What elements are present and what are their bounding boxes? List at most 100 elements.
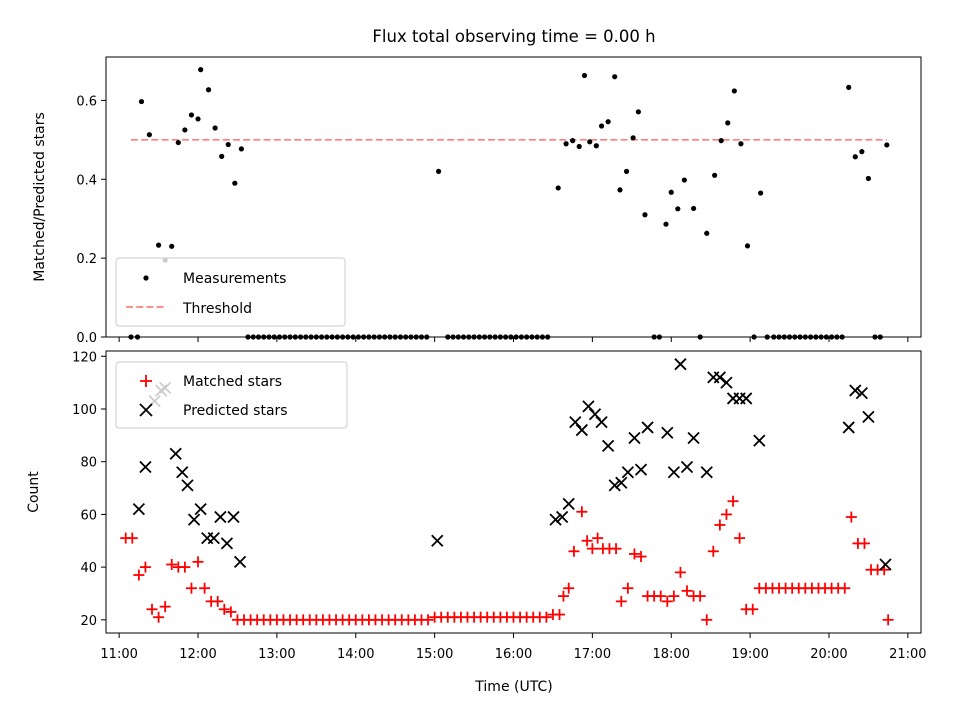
top-legend: Measurements Threshold <box>115 257 346 327</box>
matched-star-marker <box>225 606 237 618</box>
predicted-star-marker-b <box>562 497 575 510</box>
bottom-x-tick-label: 13:00 <box>258 647 295 662</box>
bottom-x-tick-label: 14:00 <box>337 647 374 662</box>
measurement-point <box>852 154 858 160</box>
top-y-tick-label: 0.0 <box>76 331 97 346</box>
measurement-point <box>738 141 744 147</box>
measurement-point <box>212 125 218 131</box>
predicted-star-marker-b <box>862 410 875 424</box>
matched-star-marker <box>139 561 151 573</box>
predicted-star-marker-b <box>753 434 766 447</box>
predicted-star-marker <box>628 431 641 445</box>
matched-star-marker <box>185 582 197 594</box>
predicted-star-marker-b <box>194 502 207 516</box>
matched-star-marker <box>554 609 566 621</box>
predicted-star-marker <box>634 463 648 476</box>
x-axis-label: Time (UTC) <box>474 679 552 695</box>
bottom-x-tick-label: 12:00 <box>179 647 216 662</box>
measurement-point <box>435 168 442 174</box>
bottom-panel: 20 40 60 80 100 120 11:00 12:00 13:00 14:00 15:00… <box>26 350 927 695</box>
bottom-x-tick-label: 11:00 <box>100 647 137 662</box>
measurement-point <box>198 67 204 73</box>
measurement-point <box>642 212 648 218</box>
bottom-y-axis-label: Count <box>26 471 42 513</box>
predicted-star-marker-b <box>720 376 733 389</box>
matched-star-marker <box>557 590 569 602</box>
matched-star-marker <box>153 611 165 623</box>
legend-marker-matched <box>140 375 152 387</box>
bottom-x-tick-label: 16:00 <box>495 647 532 662</box>
matched-star-marker <box>681 585 693 597</box>
predicted-star-marker-b <box>431 534 444 547</box>
measurement-point <box>675 206 681 212</box>
predicted-star-marker <box>431 534 444 547</box>
top-y-tick-label: 0.2 <box>76 252 97 267</box>
matched-star-marker <box>720 508 732 520</box>
bottom-x-tick-label: 19:00 <box>731 647 768 662</box>
predicted-star-marker <box>562 497 575 510</box>
matched-star-marker <box>674 566 686 578</box>
matched-star-marker <box>146 603 158 615</box>
matched-star-marker <box>727 495 739 507</box>
predicted-star-marker-b <box>220 537 234 550</box>
bottom-x-tick-label: 15:00 <box>416 647 453 662</box>
predicted-star-marker <box>713 371 727 384</box>
measurement-point <box>623 168 630 174</box>
predicted-star-marker <box>187 513 201 526</box>
matched-star-marker <box>655 590 667 602</box>
predicted-star-marker <box>169 447 182 460</box>
predicted-star-marker <box>569 416 582 429</box>
measurement-point <box>182 127 188 133</box>
measurement-point <box>195 116 201 122</box>
matched-star-marker <box>212 595 224 607</box>
predicted-star-marker-b <box>233 555 247 568</box>
predicted-star-marker <box>667 466 681 479</box>
matched-star-marker <box>615 595 627 607</box>
measurement-point <box>555 185 561 191</box>
predicted-star-marker-b <box>588 408 602 421</box>
matched-star-marker <box>179 561 191 573</box>
legend-label-measurements: Measurements <box>183 271 286 287</box>
matched-star-marker <box>845 511 857 523</box>
matched-star-marker <box>586 543 598 555</box>
measurement-point <box>744 243 751 249</box>
predicted-star-marker-b <box>176 466 189 479</box>
measurement-point <box>138 98 145 105</box>
measurement-point <box>630 135 636 141</box>
predicted-star-marker-b <box>549 513 562 526</box>
matched-star-marker <box>734 532 746 544</box>
predicted-star-marker-b <box>582 400 595 413</box>
predicted-star-marker <box>582 400 595 413</box>
predicted-star-marker-b <box>132 502 145 516</box>
predicted-star-marker <box>132 502 145 516</box>
top-axes-frame <box>105 56 922 338</box>
matched-star-marker <box>199 582 211 594</box>
matched-star-marker <box>133 569 145 581</box>
predicted-star-marker-b <box>214 510 227 524</box>
predicted-star-marker <box>687 431 700 445</box>
matched-star-marker <box>568 545 580 557</box>
top-x-ticks <box>118 337 909 342</box>
measurement-point <box>188 112 195 118</box>
measurement-point <box>563 141 569 147</box>
measurement-point <box>635 109 641 115</box>
measurement-point <box>169 243 175 249</box>
measurement-point <box>175 139 181 146</box>
predicted-star-marker <box>879 558 892 571</box>
predicted-star-marker <box>621 466 634 479</box>
predicted-star-marker <box>615 476 628 489</box>
measurement-point <box>846 84 852 90</box>
predicted-star-marker-b <box>661 426 674 439</box>
predicted-star-marker <box>220 537 234 550</box>
predicted-star-marker <box>680 460 694 474</box>
legend-marker-predicted <box>139 403 153 417</box>
predicted-star-marker-b <box>849 384 862 397</box>
predicted-star-marker <box>855 387 868 400</box>
bottom-x-ticks: 11:00 12:00 13:00 14:00 15:00 16:00 17:00 18:00… <box>100 633 927 662</box>
predicted-star-marker <box>549 513 562 526</box>
predicted-star-marker-b <box>641 421 654 434</box>
predicted-star-marker-b <box>621 466 634 479</box>
bottom-x-tick-label: 17:00 <box>574 647 611 662</box>
matched-star-marker <box>610 543 622 555</box>
